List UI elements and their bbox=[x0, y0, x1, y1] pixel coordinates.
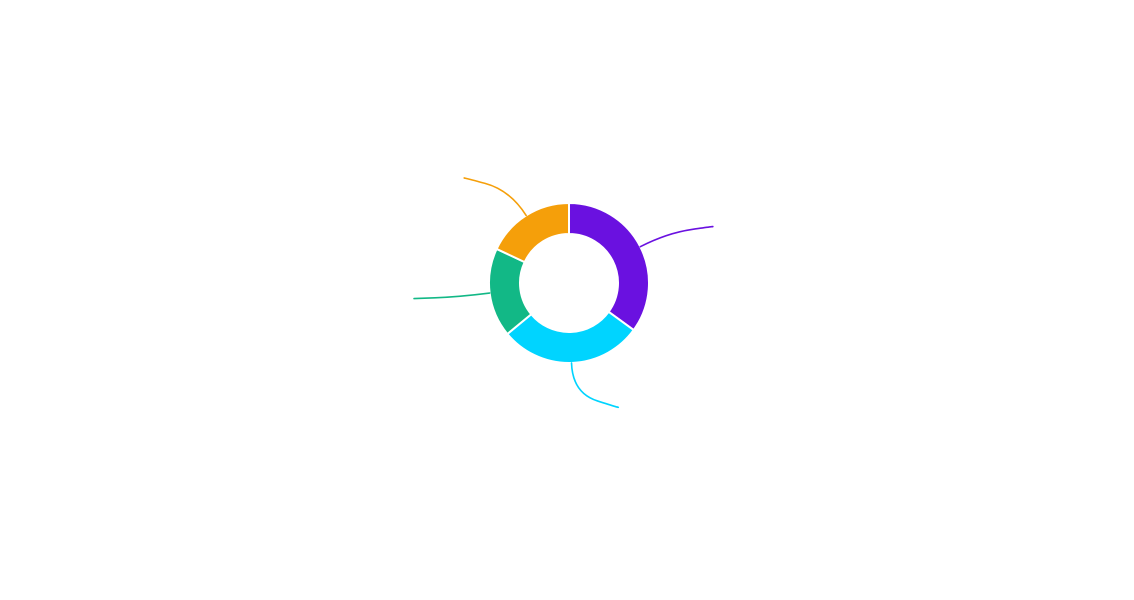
donut-slice-4[interactable] bbox=[495, 202, 570, 264]
leader-line-4 bbox=[463, 177, 527, 217]
donut-slice-1[interactable] bbox=[568, 202, 650, 332]
leader-line-2 bbox=[570, 362, 620, 409]
leader-lines-layer bbox=[413, 177, 714, 409]
leader-line-3 bbox=[413, 292, 491, 300]
slices-layer bbox=[488, 202, 650, 364]
leader-line-1 bbox=[639, 225, 714, 248]
